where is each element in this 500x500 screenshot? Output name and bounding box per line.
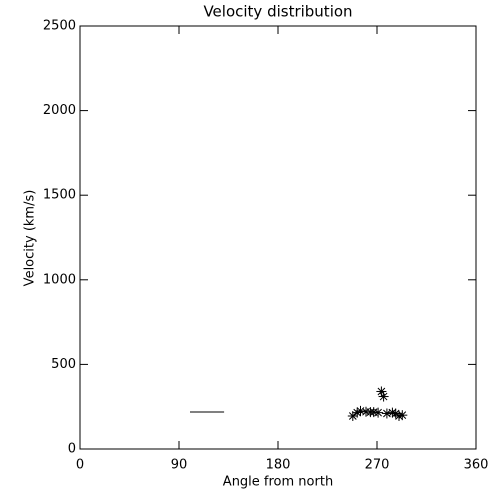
marker-stroke bbox=[391, 409, 400, 418]
chart-title: Velocity distribution bbox=[203, 3, 352, 21]
marker-stroke bbox=[398, 411, 407, 420]
marker-stroke bbox=[374, 408, 382, 417]
y-tick-label: 500 bbox=[51, 357, 76, 372]
plot-frame bbox=[79, 25, 477, 450]
x-tick-label: 90 bbox=[171, 458, 188, 473]
marker-stroke bbox=[388, 408, 397, 417]
y-tick-label: 0 bbox=[68, 442, 76, 457]
data-point bbox=[397, 410, 408, 421]
marker-stroke bbox=[377, 387, 386, 396]
y-tick-label: 1500 bbox=[43, 188, 76, 203]
y-axis-label: Velocity (km/s) bbox=[23, 190, 38, 287]
marker-stroke bbox=[369, 408, 378, 416]
y-tick-label: 1000 bbox=[43, 272, 76, 287]
y-tick-label: 2500 bbox=[43, 19, 76, 34]
data-point bbox=[378, 391, 389, 402]
x-tick-label: 180 bbox=[266, 458, 291, 473]
x-tick-label: 0 bbox=[76, 458, 84, 473]
marker-stroke bbox=[383, 409, 391, 418]
x-tick-label: 270 bbox=[365, 458, 390, 473]
y-tick-label: 2000 bbox=[43, 103, 76, 118]
x-tick-label: 360 bbox=[464, 458, 489, 473]
marker-stroke bbox=[348, 412, 357, 420]
marker-stroke bbox=[379, 392, 388, 401]
data-point bbox=[373, 407, 384, 418]
x-axis-label: Angle from north bbox=[223, 475, 333, 490]
